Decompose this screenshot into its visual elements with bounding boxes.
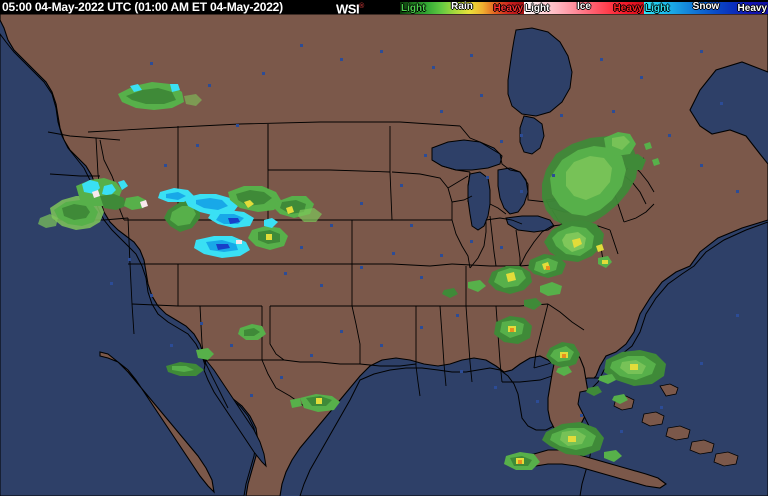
- legend-light-label-snow: Light: [645, 2, 670, 14]
- echo-florida-peninsula-rain: [546, 342, 580, 376]
- legend-heavy-label-rain: Heavy: [493, 2, 523, 14]
- bahamas-islands: [613, 383, 739, 467]
- echo-bahamas-rain: [586, 350, 666, 404]
- legend-heavy-label-ice: Heavy: [613, 2, 643, 14]
- map-svg: [0, 14, 768, 496]
- echo-northeast-rain: [542, 132, 660, 226]
- legend-group-ice: Light Heavy Ice: [524, 0, 644, 14]
- echo-southern-appalachia-rain: [442, 266, 562, 344]
- echo-utah-colorado-snow: [158, 186, 288, 258]
- legend-gradient-ice: Light Heavy Ice: [524, 0, 644, 14]
- baja-california-peninsula: [99, 351, 215, 494]
- echo-cuba-rain: [504, 422, 622, 470]
- echo-washington-cascades-mixed: [76, 178, 148, 210]
- legend-heavy-label-snow: Heavy: [737, 2, 767, 14]
- legend-light-label-ice: Light: [525, 2, 550, 14]
- legend-gradient-snow: Light Heavy Snow: [644, 0, 768, 14]
- legend-title-ice: Ice: [577, 0, 591, 12]
- echo-texas-border-rain: [290, 394, 340, 412]
- legend-gradient-rain: Light Heavy Rain: [400, 0, 524, 14]
- echo-new-mexico-arizona-rain: [166, 324, 266, 376]
- state-borders: [47, 121, 655, 409]
- registered-mark-icon: ®: [359, 3, 364, 10]
- wsi-logo: WSI®: [336, 0, 364, 14]
- timestamp-label: 05:00 04-May-2022 UTC (01:00 AM ET 04-Ma…: [2, 0, 283, 14]
- legend-title-rain: Rain: [451, 0, 473, 12]
- echo-idaho-montana-rain: [118, 82, 202, 110]
- wsi-logo-text: WSI: [336, 1, 360, 14]
- hudson-bay: [507, 27, 573, 117]
- precipitation-legend: Light Heavy Rain Light Heavy Ice Light Heavy Sno…: [400, 0, 768, 14]
- legend-group-rain: Light Heavy Rain: [400, 0, 524, 14]
- radar-noise-pixels: [110, 44, 739, 433]
- pacific-ocean: [0, 33, 257, 496]
- header-bar: 05:00 04-May-2022 UTC (01:00 AM ET 04-Ma…: [0, 0, 768, 14]
- echo-mid-atlantic-rain: [528, 220, 612, 278]
- radar-map-canvas[interactable]: [0, 14, 768, 496]
- gulf-of-california: [203, 358, 267, 468]
- legend-title-snow: Snow: [692, 0, 720, 12]
- legend-light-label-rain: Light: [401, 2, 426, 14]
- legend-group-snow: Light Heavy Snow: [644, 0, 768, 14]
- echo-dakotas-rain: [274, 196, 322, 222]
- lake-erie: [505, 215, 555, 233]
